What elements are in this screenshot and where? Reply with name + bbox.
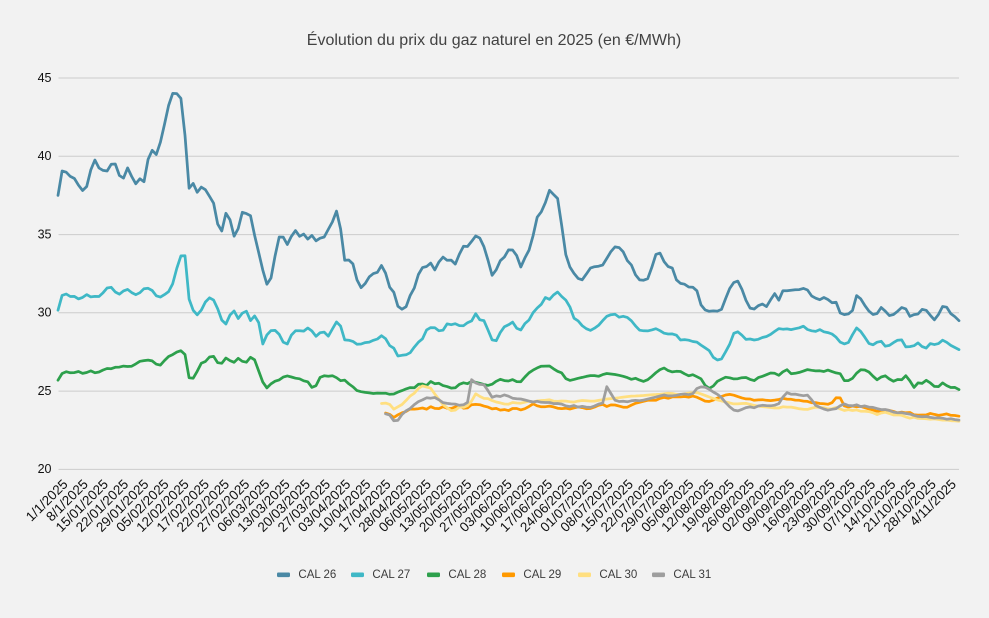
svg-text:CAL 31: CAL 31 [673, 569, 711, 581]
svg-text:CAL 28: CAL 28 [448, 569, 486, 581]
svg-text:Évolution du prix du gaz natur: Évolution du prix du gaz naturel en 2025… [307, 30, 681, 49]
svg-text:CAL 29: CAL 29 [523, 569, 561, 581]
svg-text:45: 45 [38, 71, 52, 85]
svg-text:35: 35 [38, 227, 52, 241]
svg-text:CAL 30: CAL 30 [599, 569, 637, 581]
svg-text:25: 25 [38, 384, 52, 398]
svg-text:CAL 26: CAL 26 [298, 569, 336, 581]
svg-text:CAL 27: CAL 27 [372, 569, 410, 581]
svg-text:20: 20 [38, 462, 52, 476]
svg-text:30: 30 [38, 306, 52, 320]
svg-text:40: 40 [38, 149, 52, 163]
